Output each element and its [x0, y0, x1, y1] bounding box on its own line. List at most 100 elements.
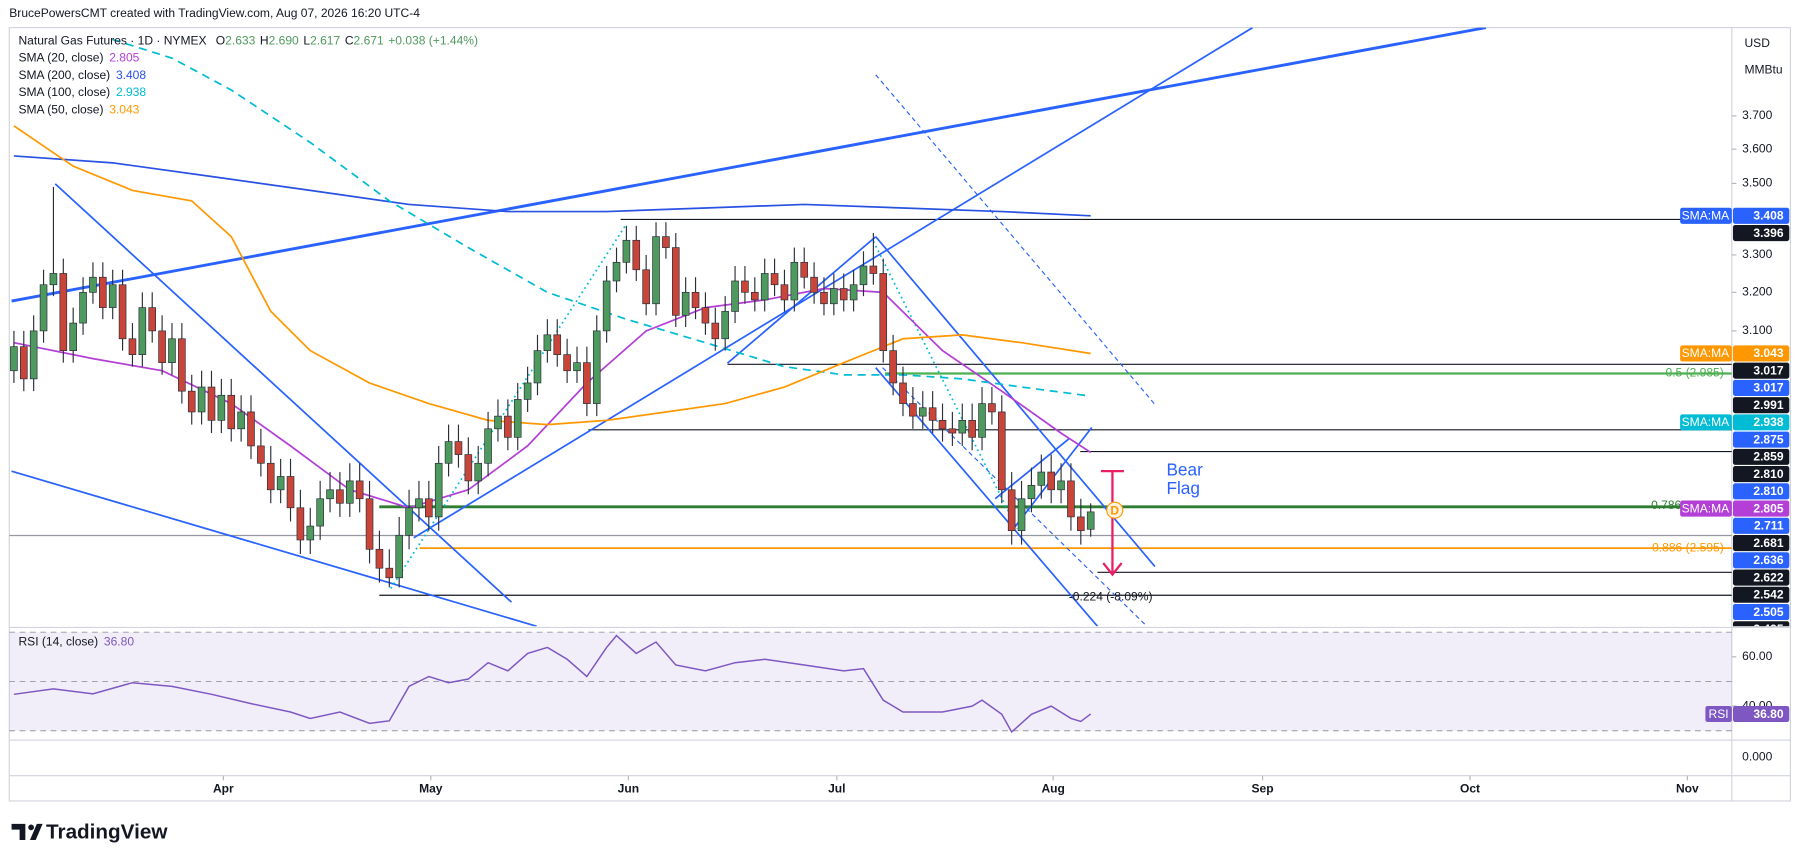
candle-body: [938, 419, 947, 430]
price-label-box: [1732, 466, 1790, 483]
candle-body: [583, 362, 591, 404]
sma-value: 2.938: [116, 85, 146, 99]
y-tick-label: 3.300: [1742, 247, 1772, 261]
price-label: 2.495: [1753, 622, 1783, 636]
candle-body: [345, 480, 354, 504]
x-tick-label: Nov: [1676, 782, 1699, 796]
candle-body: [612, 261, 621, 282]
price-label: 3.396: [1753, 226, 1783, 240]
price-label: 2.805: [1753, 501, 1783, 515]
candle-body: [909, 403, 917, 417]
price-label-box: [1732, 569, 1790, 586]
candle-body: [632, 239, 641, 271]
price-label: 2.711: [1754, 519, 1784, 533]
candle-body: [59, 273, 68, 351]
trendline: [882, 367, 1148, 627]
candle-body: [1037, 471, 1046, 486]
y-tick-label: 60.00: [1742, 649, 1772, 663]
point-label: D: [1110, 504, 1119, 518]
price-tag: SMA:MA: [1682, 501, 1730, 515]
candle-body: [286, 476, 295, 509]
frame: [8, 27, 1792, 802]
candle-body: [375, 548, 384, 569]
price-label-box: [1732, 431, 1790, 448]
candle-body: [257, 445, 265, 464]
candle-body: [1027, 484, 1036, 500]
price-label-box: [1732, 500, 1790, 517]
candle-body: [760, 273, 769, 301]
candle-body: [543, 334, 552, 351]
price-label: 2.542: [1753, 588, 1783, 602]
ohlc-value: 2.671: [354, 34, 384, 48]
candle-body: [365, 498, 374, 550]
trendline: [726, 236, 877, 364]
candle-body: [879, 273, 888, 351]
candle-body: [671, 247, 680, 316]
price-label: 2.505: [1753, 605, 1783, 619]
candle-body: [751, 291, 759, 301]
price-label: 2.991: [1753, 398, 1783, 412]
candle-body: [602, 280, 611, 332]
x-tick-label: Apr: [213, 782, 234, 796]
candle-body: [968, 419, 976, 438]
ohlc-key: O: [216, 34, 225, 48]
price-tag: SMA:MA: [1682, 346, 1730, 360]
candle-body: [563, 354, 571, 372]
rsi-legend: RSI (14, close) 36.80: [18, 635, 134, 649]
candle-body: [513, 399, 522, 438]
candle-body: [415, 498, 423, 509]
sma-value: 2.805: [109, 51, 139, 65]
symbol-legend: Natural Gas Futures · 1D · NYMEX O2.633 H2…: [18, 34, 478, 48]
sma-legend: SMA (100, close) 2.938: [18, 85, 146, 99]
sma-value: 3.043: [109, 103, 139, 117]
price-label-box: [1732, 586, 1790, 603]
candle-body: [681, 291, 690, 316]
ohlc-value: 2.633: [225, 34, 255, 48]
annotations: D Bear Flag 0.5 (2.985) 0.786 0.886 (2.5…: [1069, 366, 1724, 604]
candle-body: [988, 403, 996, 413]
candle-body: [810, 276, 818, 293]
candle-body: [869, 265, 878, 274]
trendline: [11, 27, 1487, 303]
price-label-box: [1732, 535, 1790, 552]
price-tag-box: [1680, 207, 1732, 224]
trendline: [875, 367, 1099, 627]
candle-body: [839, 288, 848, 301]
candle-body: [316, 498, 324, 527]
candle-body: [197, 386, 206, 413]
y-tick-label: 3.100: [1742, 323, 1772, 337]
candle-body: [820, 291, 828, 305]
rsi-line: [13, 634, 1092, 734]
candle-body: [168, 338, 176, 364]
point-marker: [1106, 501, 1124, 519]
candle-body: [770, 273, 779, 286]
sma-legend: SMA (50, close) 3.043: [18, 103, 139, 117]
candle-body: [118, 284, 127, 340]
x-tick-label: Jul: [828, 782, 845, 796]
candle-body: [721, 311, 729, 340]
candle-body: [79, 291, 87, 324]
price-label: 2.681: [1753, 536, 1783, 550]
candle-body: [859, 265, 868, 286]
brand: TradingView: [46, 821, 168, 844]
x-tick-label: May: [419, 782, 443, 796]
price-label: 3.017: [1753, 381, 1783, 395]
price-label-box: [1732, 621, 1790, 627]
x-tick-label: Oct: [1460, 782, 1480, 796]
candle-body: [444, 441, 453, 464]
candle-body: [691, 291, 700, 308]
candle-body: [49, 273, 58, 286]
rsi-value-box: [1732, 705, 1790, 723]
candle-body: [494, 415, 502, 430]
candle-body: [711, 322, 720, 340]
y-tick-label: 3.600: [1742, 141, 1772, 155]
candle-body: [187, 390, 196, 413]
price-label-box: [1732, 362, 1790, 379]
candle-body: [780, 284, 789, 301]
candle-body: [464, 454, 473, 482]
ohlc-value: 2.617: [310, 34, 340, 48]
candle-body: [474, 462, 483, 482]
candle-body: [178, 338, 186, 392]
